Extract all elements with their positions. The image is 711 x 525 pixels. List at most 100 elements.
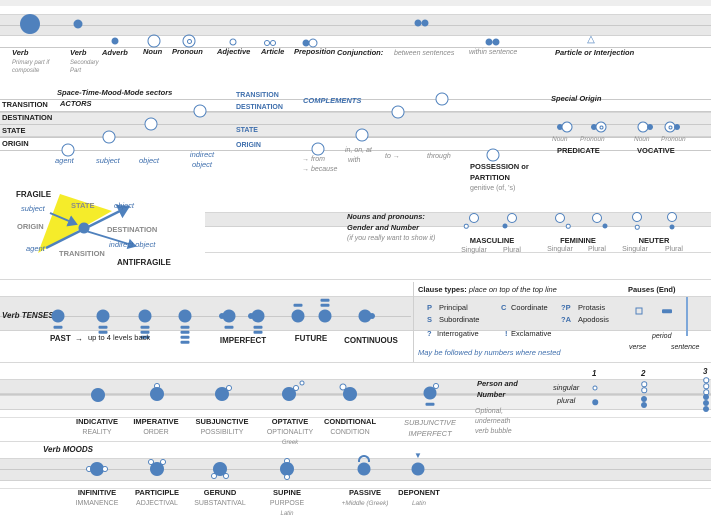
verb-primary-symbol <box>20 14 40 34</box>
participle-label: PARTICIPLE <box>134 488 180 497</box>
neuter-plural-label: Plural <box>665 246 683 253</box>
pos-noun-label: Noun <box>143 47 163 56</box>
verb-moods-label: Verb MOODS <box>43 445 93 454</box>
subjunctive-imperfect-sub: IMPERFECT <box>408 429 452 438</box>
clause-apodosis: Apodosis <box>578 315 609 324</box>
indirect-object-label: indirect <box>189 150 215 159</box>
gender-title: Nouns and pronouns: <box>347 212 425 221</box>
ruled-line <box>0 362 711 363</box>
ruled-line <box>0 25 711 26</box>
optative-label: OPTATIVE <box>271 417 309 426</box>
clause-coordinate: Coordinate <box>511 303 548 312</box>
gerund-label: GERUND <box>203 488 237 497</box>
passive-label: PASSIVE <box>349 488 381 497</box>
feminine-plural-label: Plural <box>588 246 606 253</box>
feminine-singular-label: Singular <box>547 246 573 253</box>
complement-in-on-at: in, on, at <box>345 147 372 154</box>
ruled-line <box>0 316 411 317</box>
clause-protasis: Protasis <box>578 303 606 312</box>
clause-exclamative: Exclamative <box>511 329 552 338</box>
participle-sub: ADJECTIVAL <box>136 500 178 507</box>
supine-note: Latin <box>280 511 294 517</box>
person-2-label: 2 <box>641 369 646 378</box>
infinitive-sub: IMMANENCE <box>75 500 119 507</box>
predicate-noun-label: Noun <box>552 136 568 143</box>
sectors-title: Space-Time-Mood-Mode sectors <box>57 88 173 97</box>
fragile-label: FRAGILE <box>16 190 52 199</box>
ruled-line <box>0 124 711 125</box>
row-state: STATE <box>2 126 26 135</box>
comp-row-destination: DESTINATION <box>236 104 283 111</box>
ruled-line <box>0 488 711 489</box>
fragile-state: STATE <box>71 201 95 210</box>
pos-verb-primary-label: Verb <box>12 48 29 57</box>
vocative-pronoun-label: Pronoun <box>661 136 686 143</box>
clause-interrogative: Interrogative <box>437 329 479 338</box>
clause-box-divider <box>413 282 414 362</box>
pos-within-label: within sentence <box>469 49 518 56</box>
pos-verb-primary-sub: composite <box>12 68 40 74</box>
row-transition: TRANSITION <box>2 100 48 109</box>
sentence-pause-symbol <box>662 309 672 313</box>
future-label: FUTURE <box>294 334 328 343</box>
supine-sub: PURPOSE <box>269 500 305 507</box>
comp-row-origin: ORIGIN <box>236 142 261 149</box>
indicative-label: INDICATIVE <box>76 417 118 426</box>
clause-types-title-note: place on top of the top line <box>468 285 557 294</box>
person-number-sub: underneath <box>475 418 511 425</box>
particle-symbol: △ <box>587 34 595 45</box>
conditional-sub: CONDITION <box>330 429 370 436</box>
person-plural-label: plural <box>557 396 576 405</box>
antifragile-label: ANTIFRAGILE <box>117 258 171 267</box>
ruled-line <box>0 417 711 418</box>
pos-adjective-label: Adjective <box>217 47 251 56</box>
fragile-subject: subject <box>21 204 45 213</box>
fragile-object: object <box>114 201 135 210</box>
noun-symbol <box>147 34 161 48</box>
pos-conjunction-label: Conjunction: <box>337 48 384 57</box>
pos-preposition-label: Preposition <box>294 47 336 56</box>
feminine-label: FEMININE <box>560 236 596 245</box>
ruled-band <box>205 212 711 227</box>
imperative-label: IMPERATIVE <box>133 417 179 426</box>
conditional-label: CONDITIONAL <box>323 417 377 426</box>
clause-code-qa: ?A <box>561 315 571 324</box>
gender-subtitle: (if you really want to show it) <box>347 235 436 242</box>
fragile-transition: TRANSITION <box>59 249 105 258</box>
fragile-diagram <box>38 194 137 253</box>
optative-note: Greek <box>281 440 299 446</box>
ruled-line <box>0 150 711 151</box>
predicate-label: PREDICATE <box>557 146 600 155</box>
masculine-plural-label: Plural <box>503 247 521 254</box>
continuous-label: CONTINUOUS <box>344 336 398 345</box>
past-label: PAST <box>50 334 71 343</box>
subjunctive-imperfect-label: SUBJUNCTIVE <box>403 418 457 427</box>
object-label: object <box>139 156 160 165</box>
object-bubble <box>144 117 158 131</box>
neuter-singular-label: Singular <box>622 246 648 253</box>
possession-label: PARTITION <box>470 173 510 182</box>
past-arrow: → <box>75 334 83 343</box>
verb-tenses-label: Verb TENSES <box>2 311 54 320</box>
verse-pause-symbol <box>635 307 643 315</box>
pos-pronoun-label: Pronoun <box>172 47 203 56</box>
imperfect-label: IMPERFECT <box>219 336 267 345</box>
subjunctive-label: SUBJUNCTIVE <box>195 417 249 426</box>
period-label: period <box>652 333 672 340</box>
person-number-sub: Optional, <box>475 408 504 415</box>
pos-adverb-label: Adverb <box>102 48 128 57</box>
comp-row-transition: TRANSITION <box>236 92 279 99</box>
ruled-line <box>205 252 711 253</box>
ruled-line <box>0 279 711 280</box>
clause-nesting-note: May be followed by numbers where nested <box>418 348 561 357</box>
vocative-label: VOCATIVE <box>637 146 675 155</box>
deponent-label: DEPONENT <box>398 488 440 497</box>
imperative-sub: ORDER <box>143 429 169 436</box>
indirect-object-label: object <box>191 160 213 169</box>
subjunctive-sub: POSSIBILITY <box>200 429 244 436</box>
clause-code-s: S <box>427 315 433 324</box>
neuter-label: NEUTER <box>638 236 670 245</box>
clause-types-title-bold: Clause types: <box>418 285 467 294</box>
clause-code-e: ! <box>505 329 508 338</box>
indirect-object-bubble <box>193 104 207 118</box>
